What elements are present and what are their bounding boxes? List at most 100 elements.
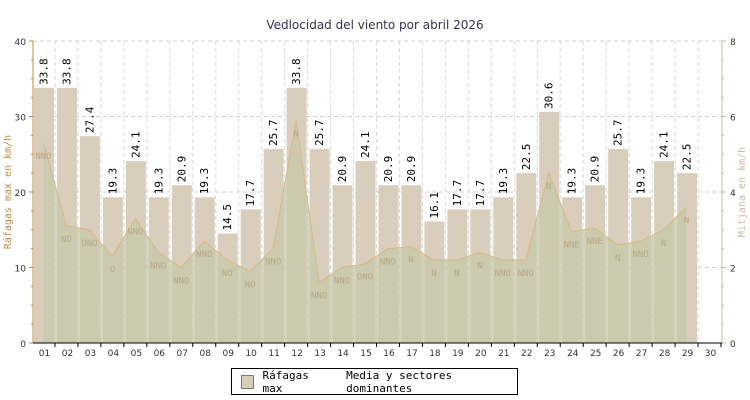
value-label: 30.6 — [543, 82, 556, 109]
value-label: 22.5 — [681, 144, 694, 171]
direction-label: NNO — [311, 292, 327, 302]
legend: Ráfagas max Media y sectores dominantes — [231, 368, 518, 395]
direction-label: NO — [61, 235, 72, 245]
x-tick-label: 24 — [567, 349, 579, 359]
direction-label: NNO — [150, 261, 166, 271]
left-tick-label: 40 — [15, 38, 27, 48]
direction-label: N — [661, 239, 666, 249]
value-label: 22.5 — [520, 144, 533, 171]
value-label: 25.7 — [267, 119, 280, 146]
x-tick-label: 08 — [200, 349, 212, 359]
direction-label: O — [110, 265, 115, 275]
left-axis-label: Ráfagas max en km/h — [2, 135, 14, 249]
mean-area — [43, 120, 687, 344]
x-tick-label: 05 — [131, 349, 142, 359]
x-tick-label: 21 — [498, 349, 509, 359]
direction-label: NO — [222, 269, 233, 279]
mean-line — [43, 120, 687, 284]
x-tick-label: 12 — [291, 349, 302, 359]
direction-label: NNO — [196, 250, 212, 260]
value-label: 20.9 — [175, 156, 188, 183]
direction-label: N — [431, 269, 436, 279]
x-tick-label: 27 — [636, 349, 647, 359]
value-label: 20.9 — [382, 156, 395, 183]
x-tick-label: 19 — [452, 349, 464, 359]
value-label: 19.3 — [152, 168, 165, 195]
x-tick-label: 13 — [314, 349, 325, 359]
direction-label: NNO — [495, 269, 511, 279]
x-tick-label: 14 — [337, 349, 349, 359]
x-tick-label: 22 — [521, 349, 532, 359]
value-label: 19.3 — [635, 168, 648, 195]
direction-label: N — [684, 216, 689, 226]
x-tick-label: 28 — [659, 349, 671, 359]
direction-label: NNO — [265, 258, 281, 268]
direction-label: NNE — [564, 241, 580, 251]
direction-label: N — [477, 261, 482, 271]
x-tick-label: 20 — [475, 349, 487, 359]
value-label: 33.8 — [37, 58, 50, 85]
x-tick-label: 01 — [39, 349, 50, 359]
value-label: 19.3 — [106, 168, 119, 195]
value-label: 17.7 — [474, 180, 487, 207]
direction-label: NNO — [173, 277, 189, 287]
x-tick-label: 03 — [85, 349, 96, 359]
direction-label: NNO — [127, 227, 143, 237]
direction-label: N — [546, 182, 551, 192]
right-tick-label: 8 — [730, 38, 736, 48]
value-label: 19.3 — [198, 168, 211, 195]
value-label: 24.1 — [359, 132, 372, 159]
legend-item-mean: Media y sectores dominantes — [346, 368, 453, 395]
value-label: 17.7 — [451, 180, 464, 207]
value-label: 27.4 — [83, 106, 96, 133]
value-label: 33.8 — [290, 58, 303, 85]
x-tick-label: 09 — [222, 349, 234, 359]
x-tick-label: 29 — [682, 349, 694, 359]
value-label: 25.7 — [313, 119, 326, 146]
right-axis-label: Mitjana en km/h — [737, 147, 748, 237]
left-tick-label: 30 — [15, 114, 27, 124]
value-label: 33.8 — [60, 58, 73, 85]
x-tick-label: 18 — [429, 349, 441, 359]
x-tick-label: 07 — [177, 349, 188, 359]
x-tick-label: 25 — [590, 349, 601, 359]
x-tick-label: 06 — [154, 349, 166, 359]
x-tick-label: 16 — [383, 349, 395, 359]
x-tick-label: 02 — [62, 349, 73, 359]
direction-label: NNO — [334, 277, 350, 287]
x-tick-label: 04 — [108, 349, 120, 359]
direction-label: N — [615, 254, 620, 264]
value-label: 19.3 — [497, 168, 510, 194]
value-label: 14.5 — [221, 204, 234, 231]
right-tick-label: 0 — [730, 340, 736, 350]
value-label: 16.1 — [428, 192, 441, 219]
direction-label: N — [454, 269, 459, 279]
x-tick-label: 10 — [245, 349, 257, 359]
value-label: 24.1 — [129, 132, 142, 159]
direction-label: ONO — [357, 273, 373, 283]
x-tick-label: 11 — [268, 349, 279, 359]
right-tick-label: 2 — [730, 265, 736, 275]
legend-swatch-gusts — [241, 374, 255, 389]
value-label: 19.3 — [566, 168, 579, 195]
right-tick-label: 6 — [730, 114, 736, 124]
direction-label: N — [293, 129, 298, 139]
direction-label: N — [408, 256, 413, 266]
value-label: 17.7 — [244, 180, 257, 207]
direction-label: NNO — [380, 258, 396, 268]
chart-title: Vedlocidad del viento por abril 2026 — [266, 18, 483, 32]
right-tick-label: 4 — [730, 189, 736, 199]
left-tick-label: 20 — [15, 189, 27, 199]
x-tick-label: 30 — [705, 349, 717, 359]
value-label: 20.9 — [405, 156, 418, 183]
direction-label: NNO — [632, 250, 648, 260]
legend-item-gusts: Ráfagas max — [262, 368, 309, 395]
direction-label: NNO — [518, 269, 534, 279]
direction-label: NO — [245, 280, 256, 290]
value-label: 20.9 — [589, 156, 602, 183]
direction-label: ONO — [81, 239, 97, 249]
x-tick-label: 26 — [613, 349, 625, 359]
x-tick-label: 23 — [544, 349, 555, 359]
direction-label: NNO — [35, 152, 51, 162]
